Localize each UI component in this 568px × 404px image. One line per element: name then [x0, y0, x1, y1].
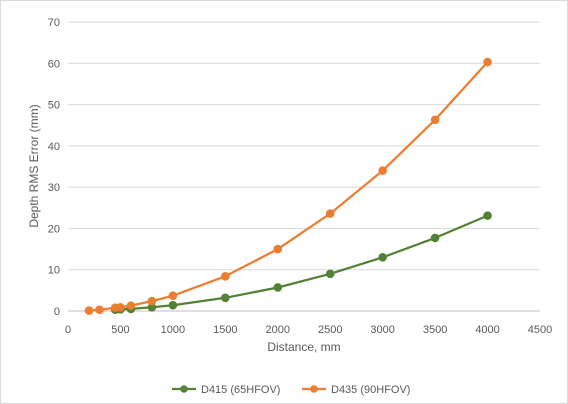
y-tick-label: 30	[48, 182, 60, 194]
x-tick-label: 2000	[266, 324, 290, 336]
data-point	[378, 253, 387, 262]
x-tick-label: 1000	[161, 324, 185, 336]
gridlines	[68, 21, 540, 312]
legend: D415 (65HFOV) D435 (90HFOV)	[172, 384, 410, 396]
data-point	[147, 296, 157, 306]
y-tick-label: 40	[48, 141, 60, 153]
y-tick-label: 20	[48, 223, 60, 235]
y-tick-label: 70	[48, 17, 60, 29]
data-point	[126, 301, 136, 310]
legend-marker-0	[180, 385, 188, 393]
x-tick-label: 500	[111, 324, 129, 336]
legend-label-0: D415 (65HFOV)	[201, 384, 280, 396]
x-tick-label: 4000	[475, 324, 499, 336]
data-point	[325, 209, 335, 218]
y-tick-label: 0	[54, 306, 60, 318]
y-tick-labels: 0 10 20 30 40 50 60 70	[48, 17, 60, 318]
data-point	[168, 291, 178, 301]
x-tick-label: 1500	[213, 324, 237, 336]
x-tick-label: 2500	[318, 324, 342, 336]
y-tick-label: 50	[48, 100, 60, 112]
x-tick-label: 4500	[528, 324, 552, 336]
data-point	[84, 306, 94, 315]
x-tick-label: 0	[65, 324, 71, 336]
data-point	[95, 305, 104, 315]
data-point	[221, 272, 230, 281]
data-point	[221, 293, 230, 303]
x-tick-label: 3500	[423, 324, 447, 336]
data-point	[116, 302, 125, 312]
x-tick-label: 3000	[370, 324, 394, 336]
y-tick-label: 60	[48, 58, 60, 70]
data-point	[325, 269, 335, 279]
data-point	[483, 211, 492, 220]
data-point	[430, 115, 440, 125]
x-axis-title: Distance, mm	[267, 340, 340, 354]
legend-marker-1	[310, 385, 318, 393]
legend-label-1: D435 (90HFOV)	[331, 384, 410, 396]
data-point	[168, 300, 178, 310]
data-point	[273, 283, 283, 292]
data-point	[430, 233, 440, 243]
x-tick-labels: 0 500 1000 1500 2000 2500 3000 3500 4000 4500	[65, 324, 552, 336]
data-point	[483, 57, 492, 67]
series-line-1	[88, 61, 489, 312]
y-axis-title: Depth RMS Error (mm)	[27, 104, 41, 227]
data-point	[273, 244, 283, 254]
data-point	[378, 166, 387, 175]
series-group	[84, 57, 492, 315]
y-tick-label: 10	[48, 265, 60, 277]
